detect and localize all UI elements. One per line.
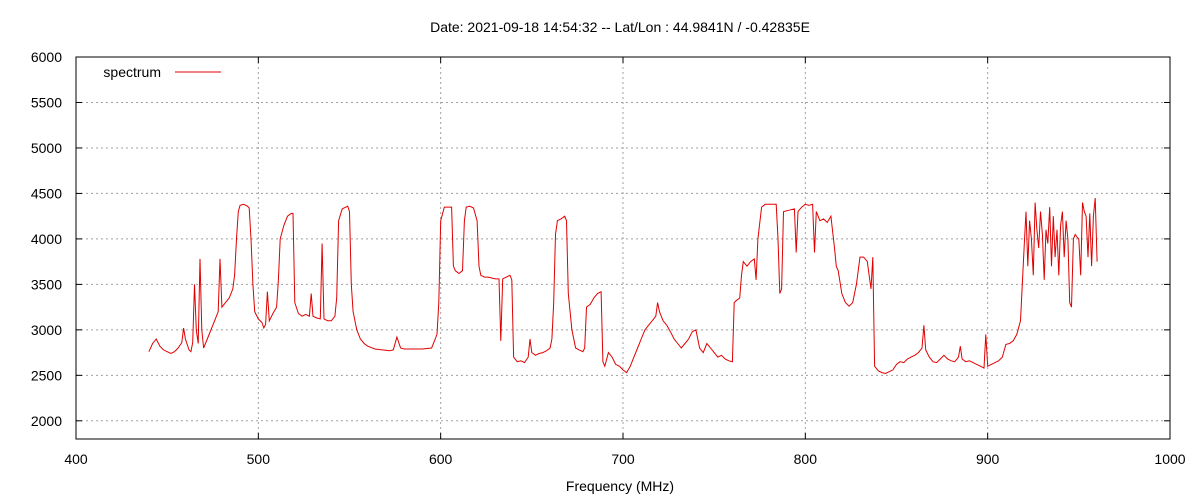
legend: spectrum [103,64,221,80]
y-tick-label: 2000 [31,413,62,429]
plot-frame [75,56,1171,440]
y-tick-label: 4500 [31,185,62,201]
grid-lines [76,57,1170,439]
y-tick-label: 6000 [31,49,62,65]
series-line-spectrum [148,197,1098,375]
chart-title: Date: 2021-09-18 14:54:32 -- Lat/Lon : 4… [430,19,810,35]
legend-label-spectrum: spectrum [103,64,161,80]
x-tick-label: 500 [247,451,271,467]
x-tick-label: 900 [976,451,1000,467]
x-tick-label: 600 [429,451,453,467]
x-axis-label: Frequency (MHz) [566,478,674,494]
x-tick-label: 400 [64,451,88,467]
y-tick-label: 2500 [31,367,62,383]
x-tick-label: 1000 [1154,451,1185,467]
y-tick-label: 5500 [31,94,62,110]
x-tick-label: 800 [794,451,818,467]
x-tick-label: 700 [611,451,635,467]
y-tick-label: 4000 [31,231,62,247]
y-tick-label: 3000 [31,322,62,338]
x-axis-ticks: 400 500 600 700 800 900 1000 [64,57,1186,467]
y-tick-label: 3500 [31,276,62,292]
y-tick-label: 5000 [31,140,62,156]
y-axis-ticks: 2000 2500 3000 3500 4000 4500 5000 5500 6000 [31,49,1170,429]
